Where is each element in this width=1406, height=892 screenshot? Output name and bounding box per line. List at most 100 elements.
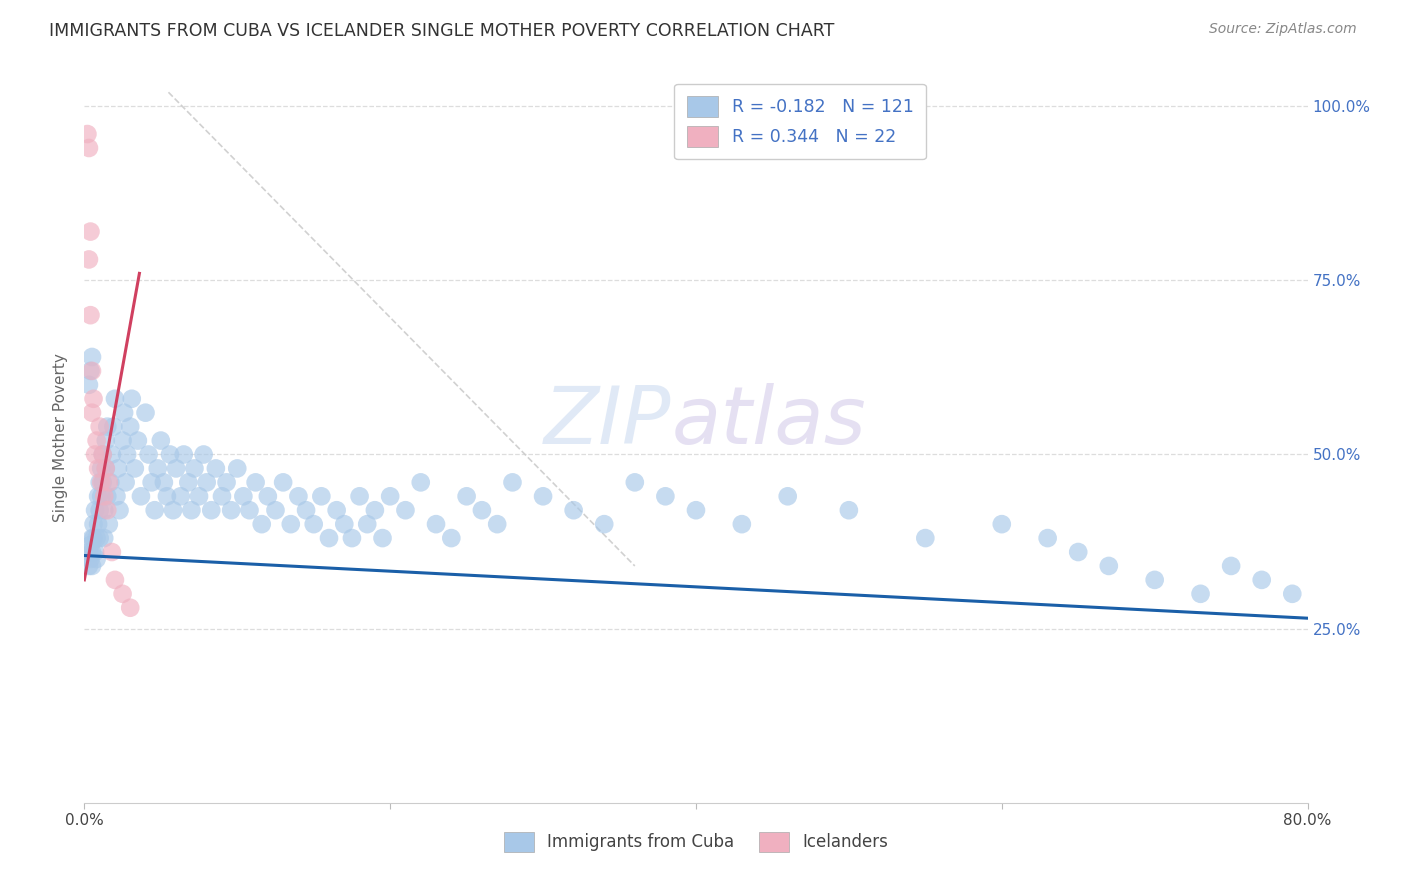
Point <box>114 475 136 490</box>
Point <box>129 489 152 503</box>
Point <box>471 503 494 517</box>
Point <box>80 545 103 559</box>
Point <box>80 364 103 378</box>
Point <box>394 503 416 517</box>
Point <box>93 503 115 517</box>
Point <box>211 489 233 503</box>
Text: IMMIGRANTS FROM CUBA VS ICELANDER SINGLE MOTHER POVERTY CORRELATION CHART: IMMIGRANTS FROM CUBA VS ICELANDER SINGLE… <box>49 22 835 40</box>
Point <box>991 517 1014 532</box>
Point <box>94 461 117 475</box>
Point <box>177 475 200 490</box>
Point <box>245 475 267 490</box>
Point <box>232 489 254 503</box>
Point <box>1220 558 1243 573</box>
Point <box>287 489 309 503</box>
Point <box>264 503 287 517</box>
Point <box>165 461 187 475</box>
Point <box>295 503 318 517</box>
Point <box>371 531 394 545</box>
Point <box>93 531 115 545</box>
Point <box>280 517 302 532</box>
Point <box>89 475 111 490</box>
Point <box>440 531 463 545</box>
Point <box>409 475 432 490</box>
Point <box>77 252 100 267</box>
Point <box>731 517 754 532</box>
Point <box>776 489 799 503</box>
Point <box>89 531 111 545</box>
Point <box>105 489 128 503</box>
Point <box>364 503 387 517</box>
Point <box>107 461 129 475</box>
Point <box>83 531 105 545</box>
Point <box>83 392 105 406</box>
Point <box>914 531 936 545</box>
Point <box>87 517 110 532</box>
Point <box>91 475 114 490</box>
Point <box>80 406 103 420</box>
Point <box>349 489 371 503</box>
Point <box>87 461 110 475</box>
Point <box>219 503 242 517</box>
Point <box>79 552 101 566</box>
Point <box>311 489 333 503</box>
Point <box>425 517 447 532</box>
Point <box>80 558 103 573</box>
Point <box>173 448 195 462</box>
Point <box>456 489 478 503</box>
Point <box>318 531 340 545</box>
Point <box>1067 545 1090 559</box>
Point <box>356 517 378 532</box>
Point <box>1189 587 1212 601</box>
Point <box>271 475 294 490</box>
Point <box>77 545 100 559</box>
Point <box>96 489 118 503</box>
Point <box>90 489 112 503</box>
Point <box>141 475 163 490</box>
Point <box>302 517 325 532</box>
Point <box>97 475 120 490</box>
Point <box>654 489 676 503</box>
Point <box>593 517 616 532</box>
Point <box>86 531 108 545</box>
Point <box>146 461 169 475</box>
Point <box>162 503 184 517</box>
Point <box>250 517 273 532</box>
Point <box>89 419 111 434</box>
Point <box>76 127 98 141</box>
Point <box>96 503 118 517</box>
Point <box>562 503 585 517</box>
Point <box>180 503 202 517</box>
Point <box>183 461 205 475</box>
Point <box>156 489 179 503</box>
Point <box>104 392 127 406</box>
Point <box>502 475 524 490</box>
Point <box>87 489 110 503</box>
Point <box>624 475 647 490</box>
Point <box>103 419 125 434</box>
Point <box>86 434 108 448</box>
Text: atlas: atlas <box>672 384 866 461</box>
Point <box>1281 587 1303 601</box>
Point <box>79 364 101 378</box>
Point <box>91 448 114 462</box>
Point <box>143 503 166 517</box>
Point <box>94 461 117 475</box>
Point <box>104 573 127 587</box>
Point <box>333 517 356 532</box>
Point <box>531 489 554 503</box>
Point <box>149 434 172 448</box>
Point <box>91 448 114 462</box>
Point <box>188 489 211 503</box>
Point <box>80 531 103 545</box>
Point <box>226 461 249 475</box>
Point <box>90 475 112 490</box>
Point <box>124 461 146 475</box>
Point <box>90 461 112 475</box>
Point <box>200 503 222 517</box>
Point <box>111 587 134 601</box>
Y-axis label: Single Mother Poverty: Single Mother Poverty <box>53 352 69 522</box>
Text: Source: ZipAtlas.com: Source: ZipAtlas.com <box>1209 22 1357 37</box>
Point <box>685 503 707 517</box>
Point <box>115 448 138 462</box>
